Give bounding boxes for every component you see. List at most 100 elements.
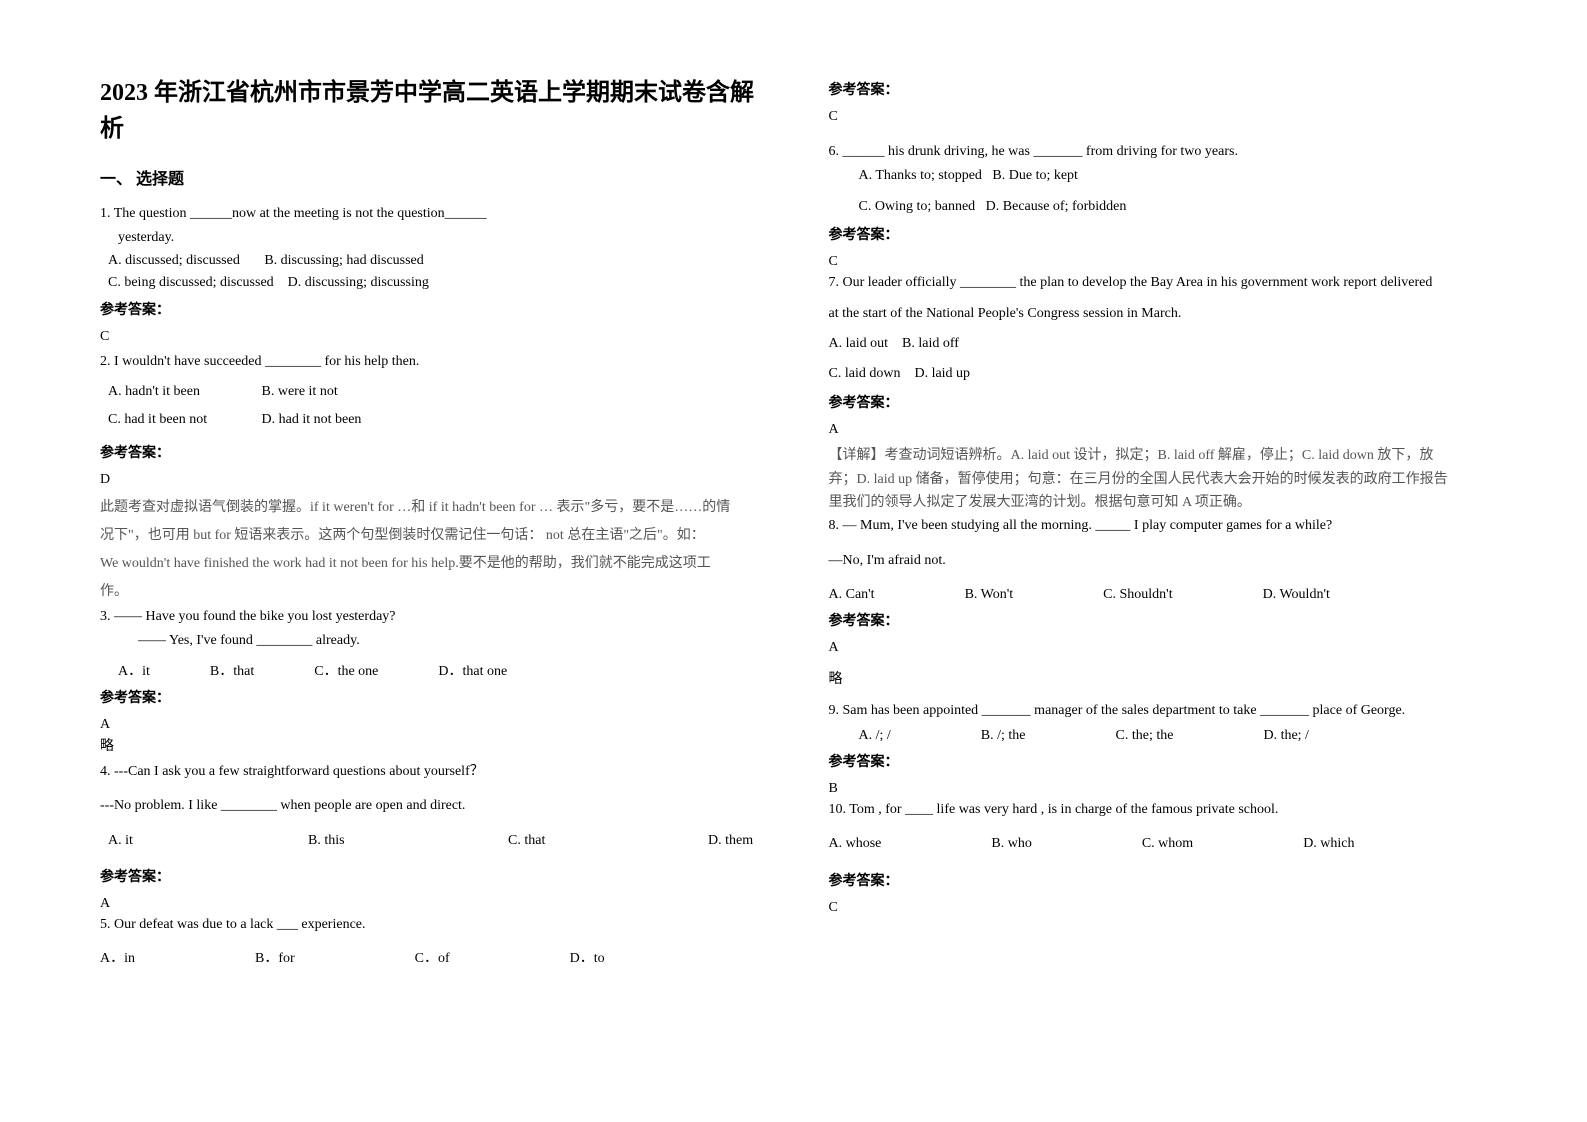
q6-opt-b: B. Due to; kept — [992, 168, 1078, 183]
q1-options-row1: A. discussed; discussed B. discussing; h… — [100, 250, 769, 272]
q3-answer: A — [100, 717, 769, 733]
q4-options: A. it B. this C. that D. them — [100, 830, 769, 852]
q1-stem-l2: yesterday. — [100, 227, 769, 249]
q3-opt-c: C．the one — [314, 661, 378, 683]
q4-stem-l1: 4. ---Can I ask you a few straightforwar… — [100, 761, 769, 783]
q9-opt-b: B. /; the — [981, 725, 1026, 747]
q2-opt-b: B. were it not — [262, 384, 338, 399]
q2-answer-label: 参考答案： — [100, 442, 769, 462]
q8-opt-a: A. Can't — [829, 584, 875, 606]
q3-options: A．it B．that C．the one D．that one — [100, 661, 769, 683]
q8-answer: A — [829, 640, 1498, 656]
q7-options-row1: A. laid out B. laid off — [829, 333, 1498, 355]
q10-opt-a: A. whose — [829, 833, 882, 855]
q8-answer-label: 参考答案： — [829, 610, 1498, 630]
q1-opt-c: C. being discussed; discussed — [108, 275, 274, 290]
q6-opt-a: A. Thanks to; stopped — [859, 168, 982, 183]
q8-opt-b: B. Won't — [965, 584, 1014, 606]
q10-stem: 10. Tom , for ____ life was very hard , … — [829, 799, 1498, 821]
q7-stem-l1: 7. Our leader officially ________ the pl… — [829, 272, 1498, 294]
q4-opt-d: D. them — [708, 830, 753, 852]
q9-answer-label: 参考答案： — [829, 751, 1498, 771]
q3-opt-a: A．it — [118, 661, 150, 683]
q7-options-row2: C. laid down D. laid up — [829, 363, 1498, 385]
q1-stem-l1: 1. The question ______now at the meeting… — [100, 203, 769, 225]
q10-opt-b: B. who — [991, 833, 1031, 855]
q3-opt-d: D．that one — [438, 661, 507, 683]
q2-opt-c: C. had it been not — [108, 409, 258, 431]
q7-opt-b: B. laid off — [902, 336, 959, 351]
q2-options-row2: C. had it been not D. had it not been — [100, 409, 769, 431]
q9-opt-d: D. the; / — [1263, 725, 1309, 747]
q4-answer: A — [100, 896, 769, 912]
q4-opt-c: C. that — [508, 830, 628, 852]
q9-answer: B — [829, 781, 1498, 797]
q1-answer: C — [100, 329, 769, 345]
q3-answer-label: 参考答案： — [100, 687, 769, 707]
q1-opt-d: D. discussing; discussing — [288, 275, 429, 290]
q1-opt-b: B. discussing; had discussed — [264, 253, 423, 268]
q3-stem-l1: 3. —— Have you found the bike you lost y… — [100, 606, 769, 628]
q7-opt-c: C. laid down — [829, 366, 901, 381]
q6-options-row1: A. Thanks to; stopped B. Due to; kept — [829, 165, 1498, 187]
q6-stem: 6. ______ his drunk driving, he was ____… — [829, 141, 1498, 163]
q7-expl-l2: 弃；D. laid up 储备，暂停使用；句意：在三月份的全国人民代表大会开始的… — [829, 468, 1498, 492]
q7-expl-l1: 【详解】考查动词短语辨析。A. laid out 设计，拟定；B. laid o… — [829, 444, 1498, 468]
q2-options-row1: A. hadn't it been B. were it not — [100, 381, 769, 403]
q10-answer-label: 参考答案： — [829, 870, 1498, 890]
q5-answer-label: 参考答案： — [829, 79, 1498, 99]
q3-stem-l2: —— Yes, I've found ________ already. — [100, 630, 769, 652]
q10-opt-c: C. whom — [1142, 833, 1193, 855]
q8-opt-c: C. Shouldn't — [1103, 584, 1172, 606]
q7-answer-label: 参考答案： — [829, 392, 1498, 412]
q4-stem-l2: ---No problem. I like ________ when peop… — [100, 795, 769, 817]
q5-opt-a: A．in — [100, 948, 135, 970]
q2-answer: D — [100, 472, 769, 488]
q2-opt-a: A. hadn't it been — [108, 381, 258, 403]
q10-options: A. whose B. who C. whom D. which — [829, 833, 1498, 855]
q10-answer: C — [829, 900, 1498, 916]
q4-answer-label: 参考答案： — [100, 866, 769, 886]
q8-options: A. Can't B. Won't C. Shouldn't D. Wouldn… — [829, 584, 1498, 606]
q2-opt-d: D. had it not been — [262, 412, 362, 427]
q7-answer: A — [829, 422, 1498, 438]
q6-answer: C — [829, 254, 1498, 270]
q1-options-row2: C. being discussed; discussed D. discuss… — [100, 272, 769, 294]
q6-options-row2: C. Owing to; banned D. Because of; forbi… — [829, 196, 1498, 218]
q4-opt-a: A. it — [108, 830, 228, 852]
q5-answer: C — [829, 109, 1498, 125]
q8-stem-l2: —No, I'm afraid not. — [829, 550, 1498, 572]
q7-opt-a: A. laid out — [829, 336, 889, 351]
q9-opt-c: C. the; the — [1116, 725, 1174, 747]
q8-stem-l1: 8. — Mum, I've been studying all the mor… — [829, 515, 1498, 537]
q8-opt-d: D. Wouldn't — [1263, 584, 1330, 606]
exam-title: 2023 年浙江省杭州市市景芳中学高二英语上学期期末试卷含解析 — [100, 75, 769, 147]
q2-expl-l2: 况下"，也可用 but for 短语来表示。这两个句型倒装时仅需记住一句话： n… — [100, 522, 769, 550]
q9-opt-a: A. /; / — [859, 725, 891, 747]
q7-opt-d: D. laid up — [914, 366, 970, 381]
q2-expl-l1: 此题考查对虚拟语气倒装的掌握。if it weren't for …和 if i… — [100, 494, 769, 522]
left-column: 2023 年浙江省杭州市市景芳中学高二英语上学期期末试卷含解析 一、 选择题 1… — [100, 75, 804, 1072]
q7-stem-l2: at the start of the National People's Co… — [829, 303, 1498, 325]
q2-expl-l4: 作。 — [100, 578, 769, 606]
q8-note: 略 — [829, 668, 1498, 688]
q5-stem: 5. Our defeat was due to a lack ___ expe… — [100, 914, 769, 936]
section-header: 一、 选择题 — [100, 165, 769, 189]
q2-expl-l3: We wouldn't have finished the work had i… — [100, 550, 769, 578]
q5-opt-b: B．for — [255, 948, 295, 970]
q7-expl-l3: 里我们的领导人拟定了发展大亚湾的计划。根据句意可知 A 项正确。 — [829, 491, 1498, 515]
q3-opt-b: B．that — [210, 661, 254, 683]
q3-note: 略 — [100, 735, 769, 755]
q6-opt-c: C. Owing to; banned — [859, 199, 976, 214]
q4-opt-b: B. this — [308, 830, 428, 852]
q5-opt-c: C．of — [415, 948, 450, 970]
q6-answer-label: 参考答案： — [829, 224, 1498, 244]
q5-options: A．in B．for C．of D．to — [100, 948, 769, 970]
q9-stem: 9. Sam has been appointed _______ manage… — [829, 700, 1498, 722]
q1-opt-a: A. discussed; discussed — [108, 253, 240, 268]
q9-options: A. /; / B. /; the C. the; the D. the; / — [829, 725, 1498, 747]
q5-opt-d: D．to — [570, 948, 605, 970]
q2-stem: 2. I wouldn't have succeeded ________ fo… — [100, 351, 769, 373]
q10-opt-d: D. which — [1303, 833, 1354, 855]
q6-opt-d: D. Because of; forbidden — [986, 199, 1127, 214]
